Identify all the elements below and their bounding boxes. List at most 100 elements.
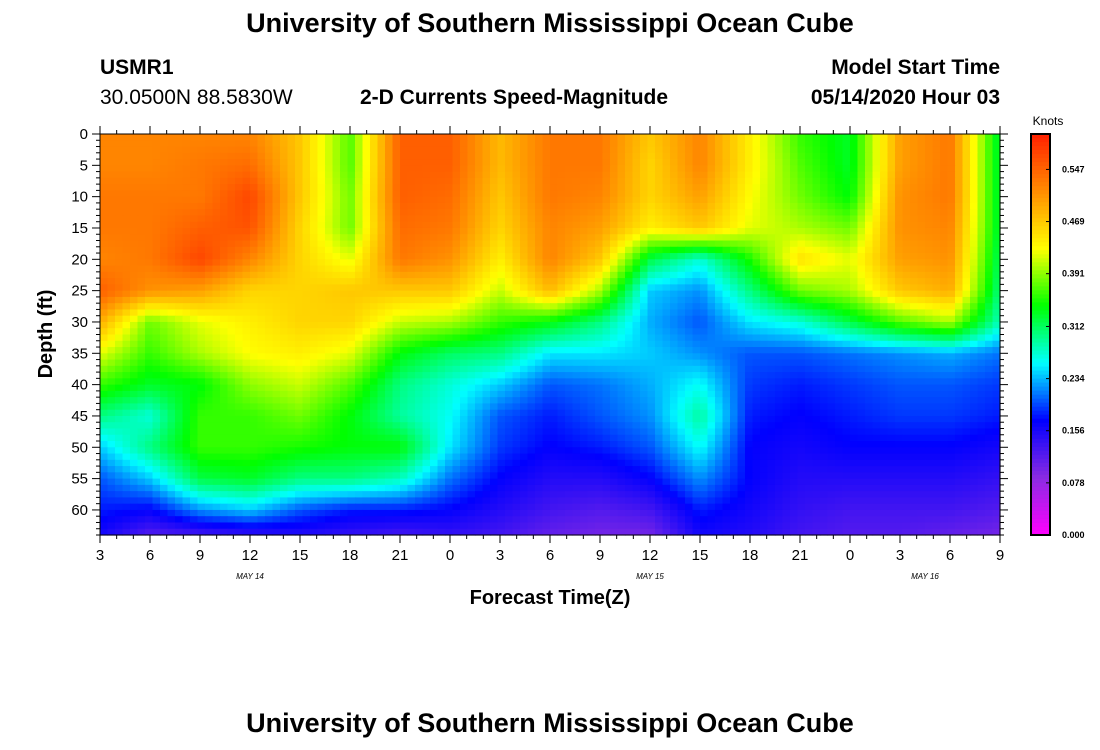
heatmap-cell: [497, 296, 506, 304]
heatmap-cell: [445, 209, 454, 217]
heatmap-cell: [332, 384, 341, 392]
heatmap-cell: [827, 321, 836, 329]
heatmap-cell: [490, 303, 499, 311]
heatmap-cell: [385, 340, 394, 348]
heatmap-cell: [355, 321, 364, 329]
heatmap-cell: [212, 221, 221, 229]
heatmap-cell: [467, 259, 476, 267]
heatmap-cell: [317, 278, 326, 285]
heatmap-cell: [415, 353, 424, 361]
heatmap-cell: [377, 221, 386, 229]
heatmap-cell: [497, 347, 506, 354]
heatmap-cell: [460, 177, 469, 185]
heatmap-cell: [520, 190, 529, 198]
heatmap-cell: [790, 334, 799, 342]
heatmap-cell: [137, 140, 146, 148]
heatmap-cell: [422, 171, 431, 179]
heatmap-cell: [355, 384, 364, 392]
heatmap-cell: [355, 240, 364, 248]
heatmap-cell: [475, 303, 484, 311]
heatmap-cell: [707, 372, 716, 379]
heatmap-cell: [490, 315, 499, 323]
heatmap-cell: [235, 347, 244, 354]
heatmap-cell: [662, 328, 671, 336]
heatmap-cell: [227, 140, 236, 148]
heatmap-cell: [535, 271, 544, 279]
heatmap-cell: [407, 265, 416, 273]
heatmap-cell: [730, 215, 739, 223]
heatmap-cell: [587, 221, 596, 229]
heatmap-cell: [167, 278, 176, 285]
heatmap-cell: [617, 309, 626, 317]
heatmap-cell: [197, 196, 206, 204]
heatmap-cell: [175, 378, 184, 386]
heatmap-cell: [610, 227, 619, 235]
heatmap-cell: [355, 390, 364, 398]
heatmap-cell: [325, 265, 334, 273]
heatmap-cell: [895, 384, 904, 392]
heatmap-cell: [730, 347, 739, 354]
heatmap-cell: [415, 234, 424, 242]
heatmap-cell: [977, 190, 986, 198]
heatmap-cell: [745, 278, 754, 285]
heatmap-cell: [400, 259, 409, 267]
heatmap-cell: [265, 202, 274, 210]
heatmap-cell: [302, 215, 311, 223]
heatmap-cell: [895, 177, 904, 185]
heatmap-cell: [257, 309, 266, 317]
heatmap-cell: [437, 271, 446, 279]
heatmap-cell: [700, 384, 709, 392]
heatmap-cell: [602, 165, 611, 173]
heatmap-cell: [587, 359, 596, 367]
heatmap-cell: [212, 303, 221, 311]
heatmap-cell: [377, 140, 386, 148]
heatmap-cell: [392, 284, 401, 292]
heatmap-cell: [977, 246, 986, 254]
heatmap-cell: [895, 284, 904, 292]
heatmap-cell: [362, 321, 371, 329]
heatmap-cell: [257, 253, 266, 260]
heatmap-cell: [355, 253, 364, 260]
heatmap-cell: [670, 353, 679, 361]
heatmap-cell: [452, 378, 461, 386]
heatmap-cell: [137, 390, 146, 398]
heatmap-cell: [325, 190, 334, 198]
heatmap-cell: [190, 184, 199, 191]
heatmap-cell: [482, 202, 491, 210]
heatmap-cell: [542, 284, 551, 292]
heatmap-cell: [182, 334, 191, 342]
heatmap-cell: [445, 290, 454, 298]
heatmap-cell: [250, 303, 259, 311]
heatmap-cell: [932, 347, 941, 354]
heatmap-cell: [760, 240, 769, 248]
heatmap-cell: [685, 284, 694, 292]
heatmap-cell: [355, 296, 364, 304]
heatmap-cell: [970, 347, 979, 354]
heatmap-cell: [182, 159, 191, 166]
heatmap-cell: [985, 146, 994, 154]
heatmap-cell: [775, 384, 784, 392]
heatmap-cell: [895, 271, 904, 279]
heatmap-cell: [362, 215, 371, 223]
heatmap-cell: [985, 278, 994, 285]
heatmap-cell: [212, 259, 221, 267]
heatmap-cell: [340, 278, 349, 285]
heatmap-cell: [497, 384, 506, 392]
heatmap-cell: [572, 159, 581, 166]
heatmap-cell: [272, 359, 281, 367]
heatmap-cell: [880, 190, 889, 198]
heatmap-cell: [707, 265, 716, 273]
heatmap-cell: [287, 309, 296, 317]
heatmap-cell: [857, 303, 866, 311]
heatmap-cell: [917, 353, 926, 361]
heatmap-cell: [587, 378, 596, 386]
heatmap-cell: [565, 378, 574, 386]
heatmap-cell: [212, 215, 221, 223]
heatmap-cell: [722, 284, 731, 292]
heatmap-cell: [175, 159, 184, 166]
heatmap-cell: [977, 177, 986, 185]
heatmap-cell: [610, 296, 619, 304]
heatmap-cell: [550, 353, 559, 361]
heatmap-cell: [430, 290, 439, 298]
heatmap-cell: [280, 278, 289, 285]
